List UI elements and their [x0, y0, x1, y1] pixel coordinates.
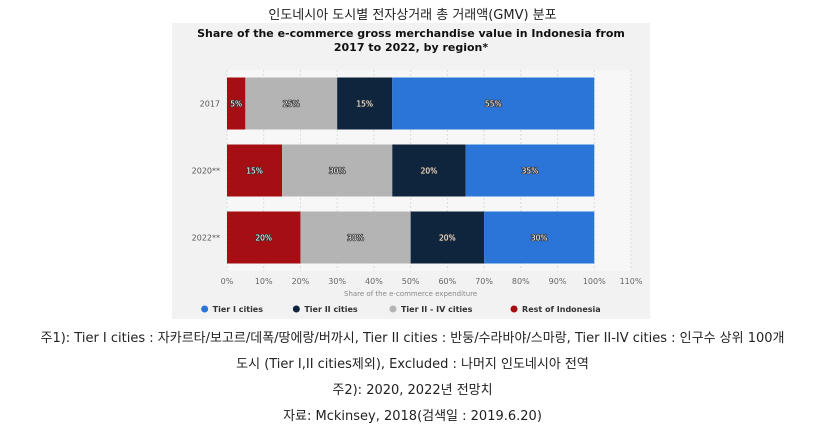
legend-label: Tier II - IV cities	[401, 305, 473, 314]
bar-segment	[227, 144, 283, 197]
bar-segment	[465, 144, 595, 197]
footnotes: 주1): Tier I cities : 자카르타/보고르/데폭/땅에랑/버까시…	[0, 326, 825, 430]
legend-marker	[201, 305, 209, 313]
x-tick-label: 80%	[512, 277, 530, 286]
bar-segment	[392, 77, 595, 130]
stacked-bar-chart: 0% 10% 20% 30% 40% 50% 60% 70% 80% 90% 100% 110% 201…	[192, 70, 643, 314]
bar-segment	[227, 211, 301, 264]
legend-label: Tier I cities	[213, 305, 264, 314]
x-axis-title: Share of the e-commerce expenditure	[344, 290, 477, 298]
data-label: 5%	[230, 100, 242, 109]
page-title: 인도네시아 도시별 전자상거래 총 거래액(GMV) 분포	[268, 8, 557, 23]
bar-segment	[245, 77, 338, 130]
data-label: 35%	[522, 167, 539, 176]
data-label: 15%	[246, 167, 263, 176]
x-tick-label: 40%	[365, 277, 383, 286]
note-forecast: 주2): 2020, 2022년 전망치	[332, 383, 493, 398]
bar-segment	[337, 77, 393, 130]
legend-label: Tier II cities	[304, 305, 358, 314]
x-tick-label: 50%	[402, 277, 420, 286]
data-label: 20%	[255, 234, 272, 243]
bar-segment	[410, 211, 485, 264]
chart-title-line-1: Share of the e-commerce gross merchandis…	[197, 27, 625, 40]
chart-panel: Share of the e-commerce gross merchandis…	[172, 23, 650, 319]
bar-segment	[392, 144, 466, 197]
legend-label: Rest of Indonesia	[522, 305, 601, 314]
data-label: 20%	[421, 167, 438, 176]
chart-title: Share of the e-commerce gross merchandis…	[172, 27, 650, 55]
y-category-label: 2020**	[192, 167, 220, 176]
data-label: 15%	[356, 100, 373, 109]
bar-segment	[300, 211, 411, 264]
legend-marker	[389, 305, 397, 313]
data-label: 30%	[531, 234, 548, 243]
data-label: 30%	[329, 167, 346, 176]
y-category-label: 2017	[200, 100, 220, 109]
x-tick-label: 60%	[438, 277, 456, 286]
data-label: 25%	[283, 100, 300, 109]
x-tick-label: 110%	[620, 277, 643, 286]
x-tick-label: 10%	[255, 277, 273, 286]
data-label: 55%	[485, 100, 502, 109]
data-label: 20%	[439, 234, 456, 243]
y-category-label: 2022**	[192, 234, 220, 243]
x-tick-label: 70%	[475, 277, 493, 286]
legend-marker	[292, 305, 300, 313]
x-tick-label: 30%	[328, 277, 346, 286]
data-label: 30%	[347, 234, 364, 243]
bar-segment	[227, 77, 246, 130]
legend-marker	[510, 305, 518, 313]
note-tier-definition: 주1): Tier I cities : 자카르타/보고르/데폭/땅에랑/버까시…	[40, 331, 785, 346]
note-source: 자료: Mckinsey, 2018(검색일 : 2019.6.20)	[283, 409, 542, 424]
note-tier-definition-cont: 도시 (Tier I,II cities제외), Excluded : 나머지 …	[236, 357, 589, 372]
bar-segment	[484, 211, 595, 264]
x-tick-label: 20%	[292, 277, 310, 286]
x-tick-label: 100%	[583, 277, 606, 286]
bar-segment	[282, 144, 393, 197]
x-tick-label: 90%	[549, 277, 567, 286]
chart-title-line-2: 2017 to 2022, by region*	[333, 41, 489, 54]
x-tick-label: 0%	[221, 277, 234, 286]
